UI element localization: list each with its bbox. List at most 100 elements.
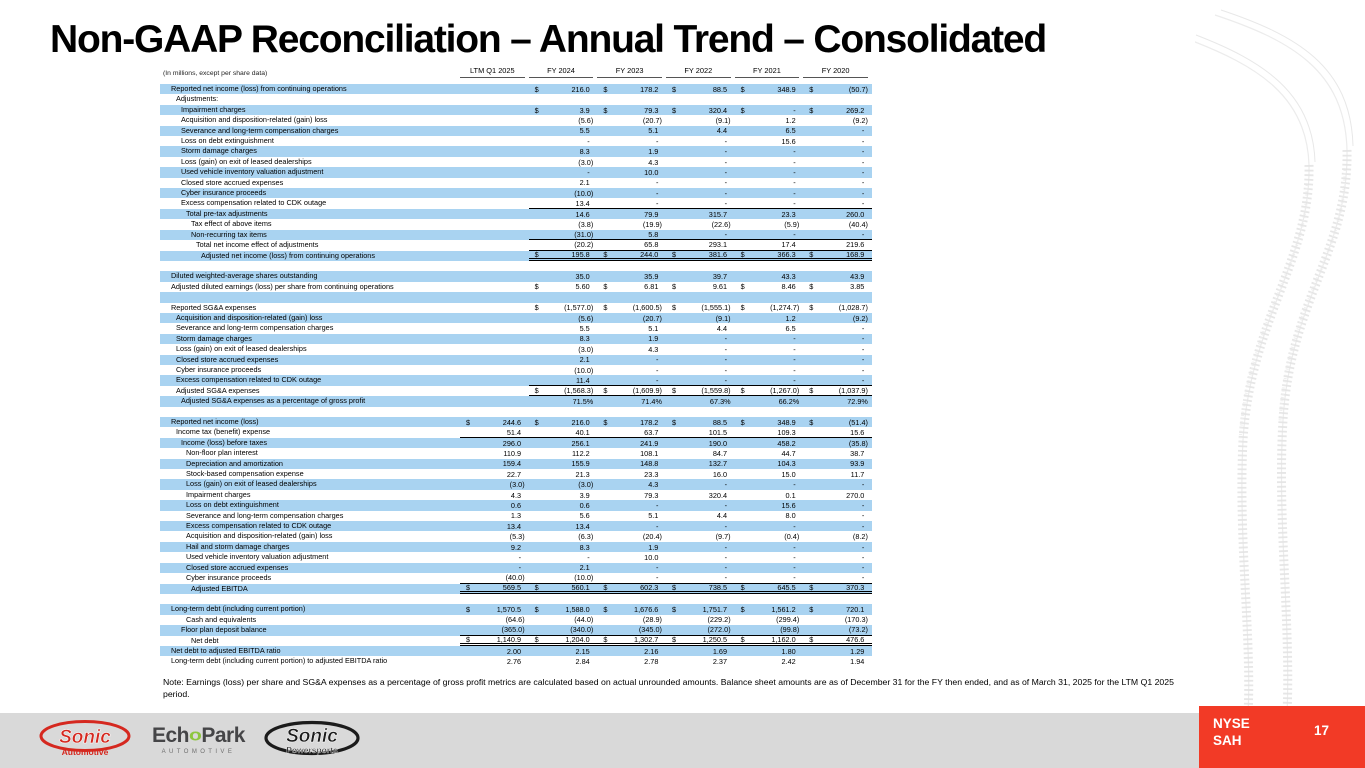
cell-value: - [793, 573, 796, 583]
cell-value: (99.8) [780, 625, 800, 635]
value-cell: $370.3 [803, 583, 872, 594]
value-cell: $178.2 [597, 84, 666, 94]
value-cell [460, 126, 529, 136]
value-cell: 4.3 [597, 479, 666, 489]
row-label: Severance and long-term compensation cha… [181, 125, 339, 135]
cell-value: 720.1 [846, 605, 865, 615]
cell-value: - [861, 157, 865, 167]
cell-value: - [861, 480, 865, 490]
row-label: Total net income effect of adjustments [196, 240, 319, 250]
value-cell [803, 94, 872, 104]
cell-value: (9.2) [852, 313, 868, 323]
cell-value: - [793, 365, 796, 375]
value-cell: - [735, 146, 804, 156]
value-cell: (10.0) [528, 573, 598, 584]
value-cell: - [666, 542, 735, 552]
value-cell: - [529, 552, 598, 562]
value-cell [460, 136, 529, 146]
cell-value: 244.0 [640, 249, 659, 259]
cell-value: 17.4 [781, 240, 796, 250]
value-cell: (9.2) [803, 115, 872, 125]
cell-value: 2.78 [644, 657, 659, 667]
cell-value: 8.3 [579, 334, 590, 344]
cell-value: 3.85 [850, 282, 865, 292]
value-cell: 44.7 [735, 448, 804, 458]
currency-symbol: $ [603, 605, 608, 615]
cell-value: - [724, 229, 728, 239]
value-cell: 15.6 [803, 427, 872, 438]
value-cell: - [665, 573, 735, 584]
row-label: Diluted weighted-average shares outstand… [171, 271, 318, 281]
cell-value: 0.1 [785, 490, 796, 500]
currency-symbol: $ [534, 303, 539, 313]
value-cell: $269.2 [803, 105, 872, 115]
cell-value: 4.4 [716, 324, 728, 334]
currency-symbol: $ [671, 605, 677, 615]
cell-value: - [793, 167, 796, 177]
value-cell: 241.9 [597, 438, 666, 448]
value-cell [460, 271, 529, 281]
cell-value: (229.2) [707, 615, 731, 625]
value-cell [460, 105, 529, 115]
value-cell: 5.1 [597, 126, 666, 136]
value-cell: $ (1,609.9) [597, 386, 666, 397]
cell-value: (20.4) [642, 532, 662, 542]
svg-text:Sonic: Sonic [59, 727, 111, 748]
cell-value: (272.0) [707, 625, 731, 635]
value-cell: 2.1 [529, 563, 598, 573]
cell-value: 15.6 [781, 500, 796, 510]
currency-symbol: $ [466, 582, 471, 592]
row-label: Impairment charges [186, 489, 251, 499]
currency-symbol: $ [534, 634, 539, 644]
value-cell: (229.2) [666, 615, 735, 625]
value-cell: (3.0) [529, 344, 598, 354]
value-cell: 4.4 [666, 323, 735, 333]
cell-value: - [861, 188, 865, 198]
cell-value: (340.0) [570, 625, 594, 635]
currency-symbol: $ [534, 282, 539, 292]
table-row: Closed store accrued expenses 2.1 - - - - [160, 354, 872, 365]
cell-value: - [724, 188, 728, 198]
row-label: Loss (gain) on exit of leased dealership… [186, 479, 317, 489]
cell-value: - [724, 178, 728, 188]
table-row: Reported net income (loss) $244.6 $216.0 $1… [160, 417, 872, 428]
cell-value: (5.9) [784, 219, 800, 229]
cell-value: (10.0) [574, 188, 594, 198]
value-cell: 1.9 [597, 334, 666, 344]
value-cell: $5.60 [529, 282, 598, 292]
value-cell: $216.0 [529, 84, 598, 94]
value-cell: - [666, 552, 735, 562]
value-cell: - [803, 521, 872, 531]
cell-value: (1,267.0) [770, 385, 800, 395]
value-cell [460, 198, 529, 208]
cell-value: 5.5 [579, 324, 590, 334]
row-label: Cyber insurance proceeds [186, 573, 272, 583]
cell-value: 1,250.5 [702, 634, 728, 644]
value-cell: (40.4) [803, 219, 872, 229]
cell-value: - [655, 178, 659, 188]
cell-value: - [724, 344, 728, 354]
currency-symbol: $ [603, 105, 608, 115]
row-label: Floor plan deposit balance [181, 625, 267, 635]
value-cell: 6.5 [735, 323, 804, 333]
value-cell: - [735, 521, 804, 531]
value-cell: 315.7 [666, 209, 735, 219]
currency-symbol: $ [603, 417, 608, 427]
value-cell: 0.6 [529, 500, 598, 510]
value-cell: $88.5 [666, 84, 735, 94]
value-cell: 4.3 [597, 157, 666, 167]
cell-value: 2.16 [644, 646, 659, 656]
cell-value: 1,140.9 [496, 634, 522, 644]
value-cell: - [803, 334, 872, 344]
value-cell: 5.5 [529, 323, 598, 333]
cell-value: 2.42 [781, 657, 796, 667]
value-cell: 1.2 [735, 115, 804, 125]
cell-value: 112.2 [572, 448, 590, 458]
value-cell: - [735, 552, 804, 562]
row-label: Stock-based compensation expense [186, 469, 304, 479]
cell-value: - [861, 147, 865, 157]
cell-value: - [655, 136, 659, 146]
value-cell: $ (1,555.1) [666, 303, 735, 313]
value-cell: 13.4 [528, 198, 598, 209]
currency-symbol: $ [671, 105, 677, 115]
